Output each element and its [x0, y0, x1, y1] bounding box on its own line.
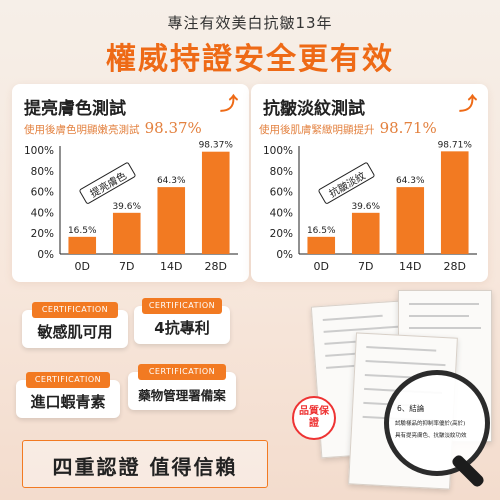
y-tick-label: 100% — [263, 145, 293, 157]
magnifier-line: 具有提亮膚色、抗皺淡紋功效 — [395, 433, 467, 439]
badge-text: 藥物管理署備案 — [138, 388, 226, 403]
bar — [307, 236, 336, 254]
up-arrow-icon: ⤴ — [459, 94, 477, 115]
footer-banner: 四重認證 值得信賴 — [22, 440, 268, 488]
badge-astaxanthin: CERTIFICATION 進口蝦青素 — [16, 372, 120, 418]
card-percent: 98.71% — [379, 119, 437, 137]
card-description: 使用後肌膚緊緻明顯提升 — [259, 124, 375, 136]
badge-sensitive-skin: CERTIFICATION 敏感肌可用 — [22, 302, 128, 348]
certification-tag: CERTIFICATION — [32, 302, 118, 318]
magnifier-lens: 6、結論 試驗樣品的抑制率優於(高於) 具有提亮膚色、抗皺淡紋功效 — [384, 370, 490, 476]
ribbon-box — [79, 162, 136, 204]
y-tick-label: 40% — [270, 207, 293, 219]
card-title: 抗皺淡紋測試 — [263, 99, 365, 119]
x-tick-label: 28D — [444, 260, 466, 273]
brightening-test-card: 提亮膚色測試 ⤴ 使用後膚色明顯嫩亮測試 98.37% 0% 20% 40% 60% 8… — [12, 84, 249, 282]
bar-value-label: 98.37% — [199, 141, 234, 151]
seal-text: 品質保證 — [299, 406, 329, 429]
x-tick-label: 0D — [314, 260, 329, 273]
bar — [440, 151, 469, 254]
antiwrinkle-test-card: 抗皺淡紋測試 ⤴ 使用後肌膚緊緻明顯提升 98.71% 0% 20% 40% 60% 8… — [251, 84, 488, 282]
magnifier-line: 試驗樣品的抑制率優於(高於) — [395, 421, 466, 427]
badge-text: 進口蝦青素 — [30, 393, 106, 411]
x-tick-label: 14D — [160, 260, 182, 273]
up-arrow-icon: ⤴ — [220, 94, 238, 115]
subtitle: 專注有效美白抗皺13年 — [167, 14, 333, 32]
ribbon-box — [318, 162, 375, 204]
y-tick-label: 100% — [24, 145, 54, 157]
y-tick-label: 40% — [31, 207, 54, 219]
bar-value-label: 39.6% — [351, 202, 380, 212]
x-tick-label: 0D — [75, 260, 90, 273]
bar-value-label: 39.6% — [112, 202, 141, 212]
bar — [68, 236, 97, 254]
bar-value-label: 16.5% — [68, 226, 97, 236]
y-tick-label: 0% — [37, 249, 54, 261]
y-tick-label: 0% — [276, 249, 293, 261]
footer-text: 四重認證 值得信賴 — [52, 455, 238, 479]
y-tick-label: 60% — [270, 187, 293, 199]
ribbon-label: 抗皺淡紋 — [318, 162, 375, 204]
certification-tag: CERTIFICATION — [26, 372, 110, 388]
antiwrinkle-bar-chart: 0% 20% 40% 60% 80% 100% 16.5% 0D 39.6% 7D 64.3% 14D… — [263, 140, 477, 273]
badge-text: 4抗專利 — [154, 319, 210, 337]
y-tick-label: 80% — [270, 166, 293, 178]
badge-text: 敏感肌可用 — [37, 323, 113, 341]
bar-value-label: 64.3% — [157, 176, 186, 186]
card-title: 提亮膚色測試 — [24, 99, 126, 119]
bar — [201, 151, 230, 254]
bar-value-label: 98.71% — [438, 140, 473, 150]
brightening-bar-chart: 0% 20% 40% 60% 80% 100% 16.5% 0D 39.6% 7D 64.3% 14D… — [24, 141, 238, 273]
headline: 權威持證安全更有效 — [106, 42, 394, 77]
certification-tag: CERTIFICATION — [138, 364, 226, 380]
quality-seal: 品質保證 — [292, 396, 336, 440]
ribbon-label: 提亮膚色 — [79, 162, 136, 204]
bar-value-label: 64.3% — [396, 176, 425, 186]
bar — [351, 212, 380, 254]
bar-value-label: 16.5% — [307, 226, 336, 236]
card-percent: 98.37% — [144, 119, 202, 137]
badge-patent: CERTIFICATION 4抗專利 — [134, 298, 230, 344]
bar — [157, 187, 186, 254]
y-tick-label: 20% — [270, 228, 293, 240]
x-tick-label: 14D — [399, 260, 421, 273]
y-tick-label: 80% — [31, 166, 54, 178]
x-tick-label: 7D — [119, 260, 134, 273]
x-tick-label: 28D — [205, 260, 227, 273]
card-description: 使用後膚色明顯嫩亮測試 — [24, 124, 140, 136]
y-tick-label: 20% — [31, 228, 54, 240]
x-tick-label: 7D — [358, 260, 373, 273]
bar — [112, 212, 141, 254]
y-tick-label: 60% — [31, 187, 54, 199]
bar — [396, 187, 425, 254]
badge-fda-filing: CERTIFICATION 藥物管理署備案 — [128, 364, 236, 410]
magnifier-line: 6、結論 — [397, 404, 425, 413]
certification-tag: CERTIFICATION — [142, 298, 222, 314]
